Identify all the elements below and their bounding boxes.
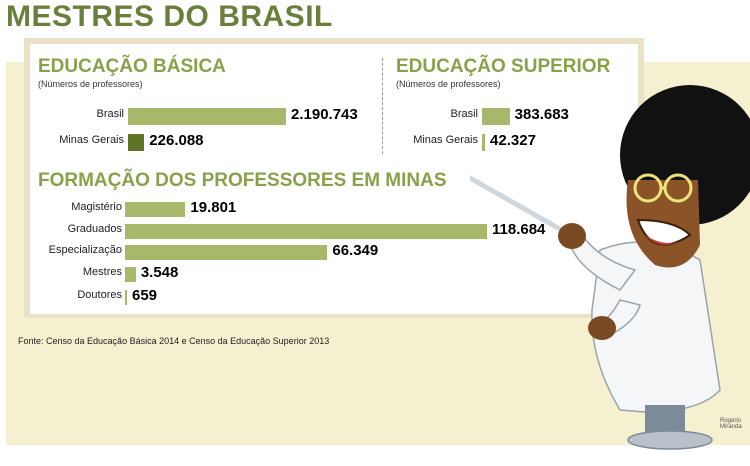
value-label-formacao-4: 659 — [132, 287, 158, 304]
value-label-formacao-3: 3.548 — [140, 264, 179, 281]
value-label-superior-1: 42.327 — [490, 132, 536, 149]
chart-divider — [382, 58, 383, 154]
bar-superior-0 — [482, 107, 510, 125]
teacher-illustration — [470, 85, 750, 450]
tongue — [645, 235, 682, 245]
bar-basica-0 — [128, 107, 286, 125]
source-note: Fonte: Censo da Educação Básica 2014 e C… — [18, 336, 330, 346]
tick-label-basica-1: Minas Gerais — [59, 134, 124, 146]
tick-label-formacao-3: Mestres — [82, 266, 122, 278]
raised-hand — [558, 223, 586, 249]
bar-formacao-0 — [125, 201, 186, 217]
shoes — [627, 430, 713, 450]
credit-line-1: Rogério — [720, 418, 742, 424]
legs — [645, 405, 685, 433]
chart-title-superior: EDUCAÇÃO SUPERIOR — [396, 56, 611, 77]
value-label-basica-1: 226.088 — [149, 132, 204, 149]
chart-subtitle-superior: (Números de professores) — [396, 79, 501, 89]
value-label-superior-0: 383.683 — [514, 106, 569, 123]
chart-title-formacao: FORMAÇÃO DOS PROFESSORES EM MINAS — [38, 170, 447, 191]
tick-label-superior-1: Minas Gerais — [413, 134, 478, 146]
value-label-formacao-0: 19.801 — [190, 199, 237, 216]
value-label-formacao-1: 118.684 — [492, 221, 546, 238]
chart-title-basica: EDUCAÇÃO BÁSICA — [38, 56, 226, 77]
bar-basica-1 — [128, 133, 145, 151]
illustrator-credit: Rogério Miranda — [720, 418, 742, 430]
bar-formacao-1 — [125, 223, 487, 239]
tick-label-formacao-4: Doutores — [77, 289, 122, 301]
tick-label-formacao-2: Especialização — [48, 244, 122, 256]
tick-label-formacao-0: Magistério — [71, 201, 122, 213]
lower-hand — [588, 316, 616, 340]
value-label-basica-0: 2.190.743 — [291, 106, 358, 123]
chart-subtitle-basica: (Números de professores) — [38, 79, 143, 89]
bar-superior-1 — [482, 133, 486, 151]
pointer-stick — [470, 175, 568, 235]
bar-formacao-2 — [125, 244, 328, 260]
tick-label-basica-0: Brasil — [96, 108, 124, 120]
bar-formacao-3 — [125, 266, 136, 282]
value-label-formacao-2: 66.349 — [332, 242, 379, 259]
tick-label-superior-0: Brasil — [450, 108, 478, 120]
tick-label-formacao-1: Graduados — [67, 223, 122, 235]
page-title: MESTRES DO BRASIL — [6, 0, 333, 33]
credit-line-2: Miranda — [720, 424, 742, 430]
bar-formacao-4 — [125, 289, 127, 305]
